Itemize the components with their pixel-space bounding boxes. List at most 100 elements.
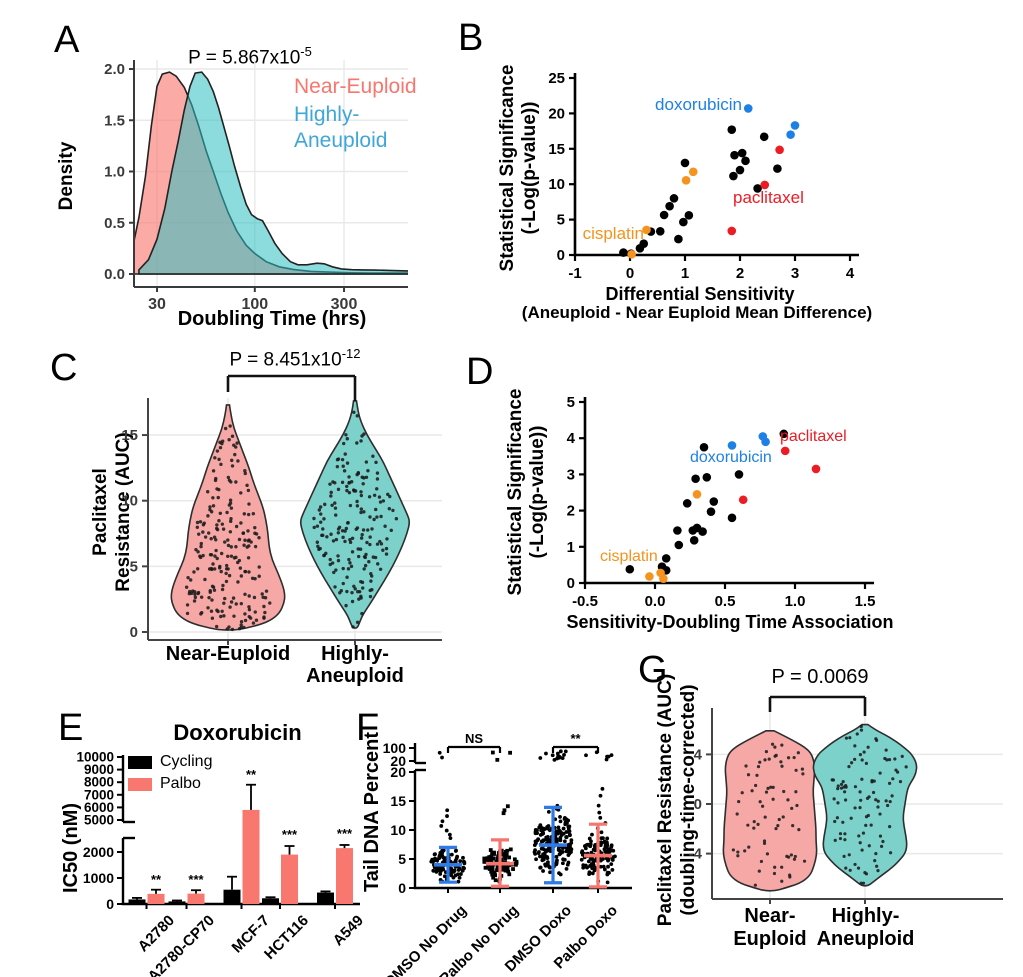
panel-c-letter: C — [50, 347, 78, 389]
svg-text:30: 30 — [148, 296, 166, 313]
cycling-swatch — [128, 755, 152, 769]
panel-b-label-paclitaxel: paclitaxel — [733, 188, 804, 207]
point-doxorubicin — [727, 441, 737, 450]
svg-text:-1: -1 — [568, 265, 581, 282]
point-other drugs — [727, 513, 737, 523]
panel-b-label-cisplatin: cisplatin — [582, 224, 644, 243]
point-cisplatin — [681, 176, 691, 185]
bar-Palbo-A549 — [336, 848, 353, 904]
panel-d-letter: D — [466, 351, 494, 393]
svg-text:0.5: 0.5 — [715, 593, 736, 610]
point-other drugs — [682, 499, 692, 508]
svg-text:0: 0 — [106, 896, 114, 912]
point-doxorubicin — [786, 130, 795, 139]
svg-text:20: 20 — [548, 105, 565, 122]
svg-text:NS: NS — [465, 731, 483, 746]
cycling-label: Cycling — [160, 753, 213, 770]
panel-a-legend-highly-aneuploid: Highly- Aneuploid — [294, 103, 388, 152]
svg-text:1000: 1000 — [83, 870, 114, 886]
svg-text:25: 25 — [548, 70, 565, 87]
svg-text:8000: 8000 — [84, 775, 114, 790]
svg-text:5: 5 — [557, 212, 565, 229]
panel-g-pvalue: P = 0.0069 — [771, 666, 869, 688]
point-other drugs — [779, 429, 789, 439]
point-other drugs — [753, 184, 762, 193]
bar-Cycling-MCF-7 — [223, 889, 241, 904]
point-other drugs — [674, 540, 684, 550]
panel-d-chart: 0 1 2 3 4 5 -0.5 0.0 0.5 1.0 1.5 — [567, 394, 876, 610]
panel-g-letter: G — [638, 649, 668, 691]
svg-text:15: 15 — [548, 141, 565, 158]
point-other drugs — [709, 497, 719, 506]
point-doxorubicin — [743, 104, 753, 113]
point-cisplatin — [692, 490, 702, 499]
svg-text:**: ** — [151, 872, 162, 887]
svg-text:4: 4 — [567, 430, 576, 447]
panel-g-category-highly-aneuploid: Highly- Aneuploid — [816, 905, 915, 950]
panel-c-pvalue-exp: -12 — [341, 346, 361, 361]
point-other drugs — [706, 507, 716, 516]
panel-b-y-axis-title: Statistical Significance (-Log(p-value)) — [497, 64, 540, 272]
panel-c-category-near-euploid: Near-Euploid — [165, 643, 291, 665]
density-Highly-Aneuploid — [138, 71, 408, 275]
panel-e-legend-palbo: Palbo — [128, 775, 201, 793]
panel-a-chart: 0.0 0.5 1.0 1.5 2.0 30 100 300 — [104, 60, 408, 313]
point-other drugs — [773, 164, 782, 173]
point-other drugs — [698, 527, 707, 536]
svg-text:0: 0 — [130, 624, 138, 641]
panel-c-chart: 0 5 10 15 — [121, 374, 442, 645]
point-paclitaxel — [775, 145, 784, 155]
panel-d-label-cisplatin: cisplatin — [600, 548, 658, 565]
svg-text:5: 5 — [130, 558, 138, 575]
point-other drugs — [665, 201, 674, 211]
svg-text:-4: -4 — [689, 846, 703, 863]
bar-Palbo-A2780-CP70 — [187, 893, 205, 904]
point-other drugs — [730, 150, 739, 160]
bar-Palbo-HCT116 — [281, 854, 298, 904]
bar-Cycling-A2780-CP70 — [168, 901, 186, 904]
svg-text:-0.5: -0.5 — [572, 593, 598, 610]
svg-text:1.5: 1.5 — [104, 112, 125, 129]
svg-text:3: 3 — [791, 265, 799, 282]
svg-text:2.0: 2.0 — [104, 61, 125, 78]
panel-g-chart: -4 0 4 — [689, 695, 1003, 904]
point-other drugs — [688, 526, 698, 535]
point-other drugs — [673, 526, 682, 535]
point-other drugs — [680, 158, 690, 168]
svg-text:300: 300 — [331, 296, 358, 313]
point-doxorubicin — [761, 437, 770, 447]
panel-a-letter: A — [54, 19, 80, 61]
point-cisplatin — [688, 167, 698, 177]
svg-text:100: 100 — [241, 296, 268, 313]
panel-d-label-doxorubicin: doxorubicin — [690, 449, 772, 466]
panel-d-x-axis-title: Sensitivity-Doubling Time Association — [566, 612, 894, 632]
point-other drugs — [679, 217, 688, 227]
point-other drugs — [737, 148, 747, 158]
svg-text:100: 100 — [383, 740, 407, 756]
point-paclitaxel — [727, 226, 737, 236]
bar-Palbo-A2780 — [147, 893, 165, 904]
point-cisplatin — [642, 225, 651, 235]
svg-text:10: 10 — [548, 176, 565, 193]
point-other drugs — [734, 470, 744, 479]
svg-text:1: 1 — [681, 265, 689, 282]
point-other drugs — [655, 226, 665, 236]
panel-a-pvalue-base: P = 5.867x10 — [188, 47, 301, 69]
bar-Cycling-HCT116 — [262, 898, 279, 904]
point-paclitaxel — [738, 495, 748, 505]
panel-c-pvalue: P = 8.451x10-12 — [185, 346, 405, 371]
svg-text:1.0: 1.0 — [785, 593, 806, 610]
panel-a-legend-near-euploid: Near-Euploid — [294, 75, 417, 98]
svg-text:0.0: 0.0 — [104, 266, 125, 283]
panel-a-pvalue: P = 5.867x10-5 — [140, 44, 360, 69]
panel-c-pvalue-base: P = 8.451x10 — [229, 349, 342, 371]
panel-a-pvalue-exp: -5 — [300, 44, 312, 59]
palbo-swatch — [128, 777, 152, 791]
point-cisplatin — [645, 572, 654, 581]
point-other drugs — [741, 156, 750, 166]
panel-e-legend-cycling: Cycling — [128, 753, 212, 771]
point-other drugs — [625, 564, 635, 574]
svg-text:4: 4 — [846, 265, 855, 282]
svg-text:3: 3 — [567, 466, 575, 483]
